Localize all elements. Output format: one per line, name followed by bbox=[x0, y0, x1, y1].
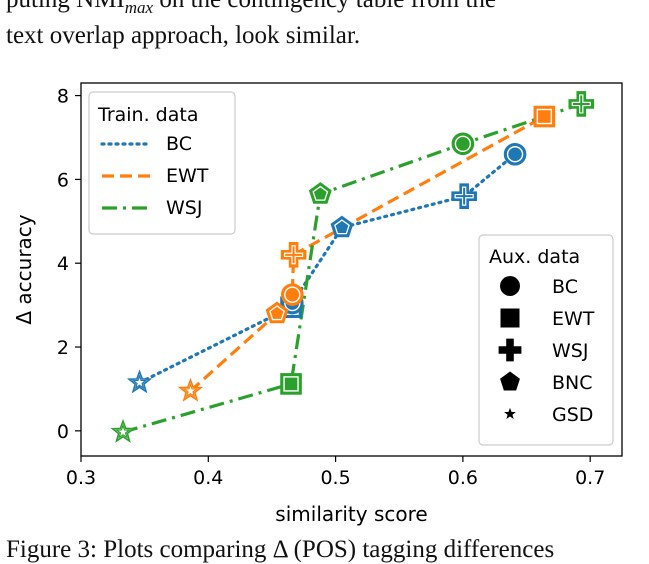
train-legend-label-bc: BC bbox=[166, 133, 192, 155]
aux-legend-marker-bc bbox=[500, 276, 520, 296]
point-ewt-circle-inner-ring bbox=[284, 286, 301, 303]
aux-legend-label-ewt: EWT bbox=[552, 308, 595, 330]
point-ewt-pentagon-inner-ring bbox=[269, 305, 285, 321]
y-tick-label: 6 bbox=[57, 169, 69, 191]
plot-frame bbox=[80, 82, 623, 457]
aux-legend-label-gsd: GSD bbox=[552, 404, 593, 426]
point-wsj-pentagon-inner-ring bbox=[312, 185, 329, 201]
paragraph-line-1-start: puting NMI bbox=[6, 0, 125, 13]
aux-legend-marker-bnc bbox=[500, 371, 520, 391]
point-wsj-plus-inner-ring bbox=[571, 94, 591, 114]
paragraph-line-1: puting NMImax on the contingency table f… bbox=[6, 0, 496, 18]
train-legend-title: Train. data bbox=[97, 104, 198, 126]
series-line-bc bbox=[138, 152, 517, 385]
x-tick-label: 0.3 bbox=[66, 467, 96, 489]
x-tick-label: 0.5 bbox=[320, 467, 350, 489]
point-wsj-circle-inner-ring bbox=[454, 135, 472, 152]
point-wsj-plus bbox=[568, 91, 595, 117]
point-bc-pentagon-inner-ring bbox=[334, 219, 350, 235]
point-bc-star bbox=[126, 369, 153, 394]
axis-ticks: 0.3 0.4 0.5 0.6 0.7 0 2 4 6 8 bbox=[57, 86, 605, 489]
paragraph-line-1-subscript: max bbox=[124, 0, 154, 17]
point-ewt-plus-inner-ring bbox=[283, 245, 304, 265]
y-tick-label: 0 bbox=[57, 421, 69, 443]
x-tick-label: 0.4 bbox=[193, 467, 223, 489]
paragraph-line-2: text overlap approach, look similar. bbox=[6, 22, 361, 49]
point-ewt-square-inner-ring bbox=[536, 108, 553, 125]
aux-legend-label-wsj: WSJ bbox=[552, 340, 588, 362]
aux-legend-title: Aux. data bbox=[489, 246, 580, 268]
train-legend-box bbox=[88, 91, 236, 235]
point-wsj-square-inner-ring bbox=[283, 376, 299, 392]
series-line-ewt bbox=[189, 115, 546, 393]
x-axis-label: similarity score bbox=[275, 502, 427, 526]
point-wsj-star bbox=[110, 418, 136, 443]
point-wsj-star-inner-ring bbox=[115, 423, 131, 439]
aux-legend-label-bnc: BNC bbox=[552, 372, 593, 394]
point-bc-circle-inner-ring bbox=[506, 146, 524, 163]
x-tick-label: 0.7 bbox=[575, 467, 605, 489]
train-data-legend: Train. data BC EWT WSJ bbox=[88, 91, 236, 235]
y-axis-label: Δ accuracy bbox=[12, 214, 36, 324]
aux-legend-marker-ewt bbox=[500, 308, 520, 328]
point-bc-plus bbox=[451, 183, 477, 209]
point-bc-star-inner-ring bbox=[131, 374, 148, 390]
point-ewt-plus bbox=[280, 242, 307, 268]
paragraph-line-1-rest: on the contingency table from the bbox=[153, 0, 496, 13]
aux-data-legend: Aux. data BC EWT WSJ BNC GSD bbox=[478, 234, 614, 446]
point-ewt-star bbox=[177, 377, 204, 402]
aux-legend-label-bc: BC bbox=[552, 276, 578, 298]
y-tick-label: 8 bbox=[57, 86, 69, 108]
point-wsj-square bbox=[280, 373, 302, 395]
point-ewt-star-inner-ring bbox=[182, 382, 199, 398]
aux-legend-marker-wsj bbox=[498, 338, 522, 362]
plot-border bbox=[80, 82, 623, 457]
x-tick-label: 0.6 bbox=[448, 467, 478, 489]
point-bc-plus-inner-ring bbox=[454, 186, 474, 206]
y-tick-label: 4 bbox=[57, 253, 69, 275]
series-markers bbox=[110, 91, 595, 443]
y-tick-label: 2 bbox=[57, 337, 69, 359]
aux-legend-marker-gsd bbox=[504, 407, 516, 419]
point-ewt-square bbox=[533, 105, 556, 128]
train-legend-label-ewt: EWT bbox=[166, 165, 209, 187]
train-legend-label-wsj: WSJ bbox=[166, 197, 202, 219]
